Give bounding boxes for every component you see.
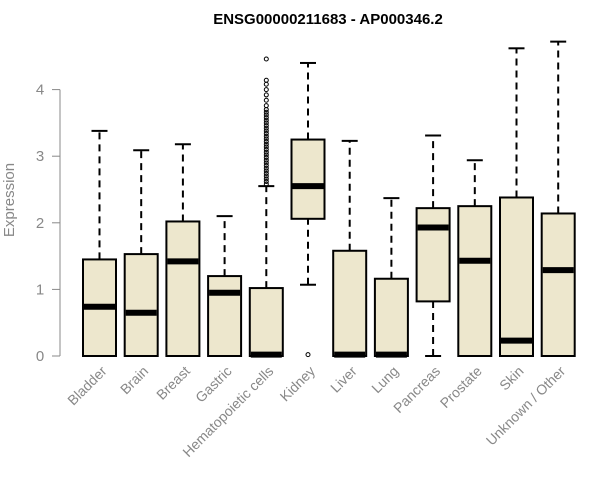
outlier-point [263,139,269,145]
box-liver [332,139,368,358]
outlier-point [263,125,269,131]
box-unknown-other [540,40,576,357]
box-breast [165,143,201,357]
outlier-point [263,133,269,139]
outlier-point [263,77,269,83]
outlier-point [263,181,269,187]
outlier-point [263,141,269,147]
x-tick-label: Breast [153,363,193,403]
outlier-point [263,136,269,142]
box-body [373,277,409,357]
box-body [207,275,243,357]
outlier-point [263,179,269,185]
box-hematopoietic-cells [248,56,284,358]
outlier-point [263,168,269,174]
box-body [457,205,493,357]
outlier-point [263,56,269,62]
outlier-point [263,160,269,166]
box-body [123,253,159,358]
x-tick-label: Skin [496,363,527,394]
outlier-point [263,144,269,150]
outlier-point [263,87,269,93]
box-kidney [290,61,326,358]
box-body [499,196,534,357]
y-tick-label: 4 [36,82,44,99]
y-tick-label: 2 [36,215,44,232]
box-lung [373,197,409,358]
outlier-point [263,81,269,87]
y-tick-label: 1 [36,281,44,298]
outlier-point [305,352,311,358]
box-pancreas [415,134,451,357]
outlier-point [263,103,269,109]
outlier-point [263,131,269,137]
outlier-point [263,147,269,153]
y-axis-label: Expression [1,163,18,237]
y-tick-label: 0 [36,348,44,365]
outlier-point [263,112,269,118]
outlier-point [263,165,269,171]
box-body [290,138,326,220]
outlier-point [263,155,269,161]
box-skin [499,47,534,357]
box-bladder [82,129,117,357]
x-tick-label: Bladder [64,363,110,409]
outlier-point [263,117,269,123]
x-tick-label: Liver [327,363,360,396]
outlier-point [263,120,269,126]
outlier-point [263,157,269,163]
box-body [165,220,201,357]
x-tick-label: Prostate [437,363,485,411]
outlier-point [263,97,269,103]
x-tick-label: Brain [117,363,151,397]
outlier-point [263,123,269,129]
box-body [248,287,284,357]
boxes-group [82,40,576,358]
box-body [332,249,368,357]
outlier-point [263,92,269,98]
box-brain [123,149,159,358]
box-gastric [207,215,243,357]
x-tick-label: Lung [368,363,401,396]
chart-title: ENSG00000211683 - AP000346.2 [213,11,443,28]
box-body [540,212,576,357]
y-tick-label: 3 [36,148,44,165]
outlier-point [263,171,269,177]
box-body [415,207,451,303]
outlier-point [263,115,269,121]
x-tick-label: Unknown / Other [483,363,569,449]
outlier-point [263,128,269,134]
outlier-point [263,149,269,155]
box-prostate [457,159,493,357]
outlier-point [263,163,269,169]
y-axis: 0 1 2 3 4 [36,82,61,365]
outlier-point [263,109,269,115]
outlier-point [263,173,269,179]
x-tick-label: Kidney [277,363,319,405]
outlier-point [263,176,269,182]
outlier-point [263,152,269,158]
outlier-point [263,107,269,113]
